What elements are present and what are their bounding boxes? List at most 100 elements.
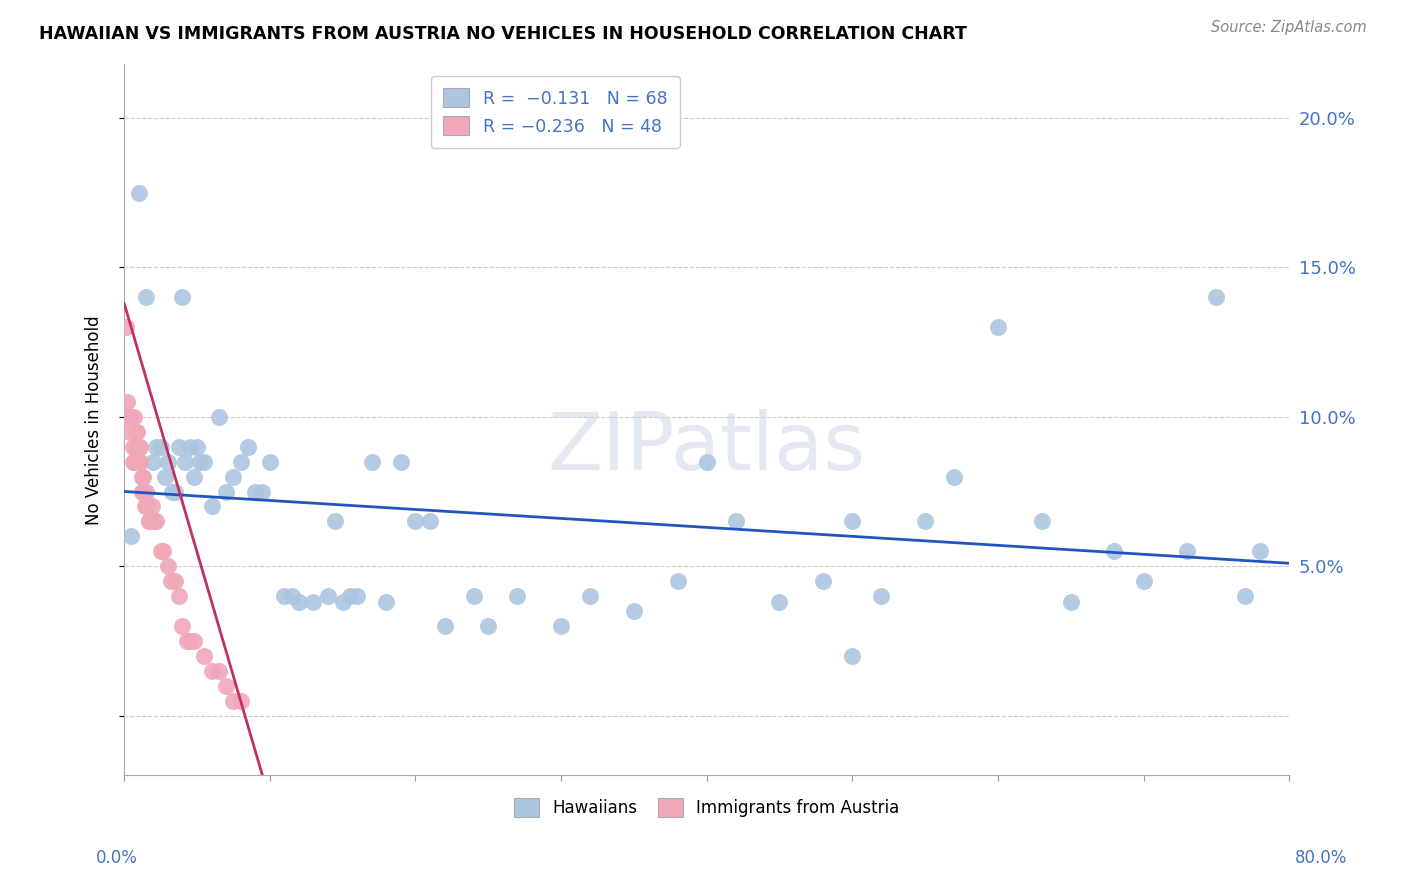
Point	[811, 574, 834, 589]
Point	[252, 484, 274, 499]
Point	[1249, 544, 1271, 558]
Point	[1104, 544, 1126, 558]
Point	[127, 425, 149, 439]
Point	[1132, 574, 1154, 589]
Point	[183, 469, 205, 483]
Y-axis label: No Vehicles in Household: No Vehicles in Household	[86, 315, 103, 524]
Point	[550, 619, 572, 633]
Text: 0.0%: 0.0%	[96, 849, 138, 867]
Point	[156, 559, 179, 574]
Point	[215, 679, 238, 693]
Point	[165, 484, 187, 499]
Point	[316, 589, 339, 603]
Point	[360, 455, 382, 469]
Point	[145, 440, 167, 454]
Point	[200, 500, 222, 514]
Point	[302, 595, 325, 609]
Point	[229, 694, 252, 708]
Point	[118, 425, 141, 439]
Point	[193, 455, 215, 469]
Point	[172, 290, 194, 304]
Point	[139, 515, 162, 529]
Point	[1031, 515, 1053, 529]
Point	[115, 394, 138, 409]
Point	[124, 455, 146, 469]
Point	[153, 469, 176, 483]
Point	[129, 440, 152, 454]
Point	[288, 595, 311, 609]
Point	[245, 484, 267, 499]
Point	[914, 515, 936, 529]
Point	[375, 595, 398, 609]
Point	[120, 409, 142, 424]
Point	[208, 409, 231, 424]
Point	[122, 440, 145, 454]
Point	[135, 500, 157, 514]
Point	[122, 455, 145, 469]
Point	[117, 409, 139, 424]
Point	[188, 455, 211, 469]
Text: 80.0%: 80.0%	[1295, 849, 1347, 867]
Point	[1175, 544, 1198, 558]
Point	[229, 455, 252, 469]
Point	[870, 589, 893, 603]
Point	[132, 469, 155, 483]
Point	[404, 515, 426, 529]
Point	[433, 619, 456, 633]
Point	[159, 574, 181, 589]
Point	[138, 515, 160, 529]
Point	[1205, 290, 1227, 304]
Point	[114, 320, 136, 334]
Point	[943, 469, 966, 483]
Point	[128, 455, 150, 469]
Point	[1234, 589, 1257, 603]
Point	[346, 589, 368, 603]
Point	[179, 634, 201, 648]
Point	[138, 515, 160, 529]
Point	[172, 619, 194, 633]
Point	[169, 589, 191, 603]
Legend: Hawaiians, Immigrants from Austria: Hawaiians, Immigrants from Austria	[506, 790, 907, 825]
Point	[222, 469, 245, 483]
Point	[135, 290, 157, 304]
Point	[165, 574, 187, 589]
Point	[141, 500, 163, 514]
Point	[169, 440, 191, 454]
Point	[339, 589, 361, 603]
Text: Source: ZipAtlas.com: Source: ZipAtlas.com	[1211, 20, 1367, 35]
Point	[623, 604, 645, 618]
Point	[136, 500, 159, 514]
Point	[176, 634, 198, 648]
Point	[124, 409, 146, 424]
Point	[200, 664, 222, 678]
Point	[186, 440, 208, 454]
Point	[149, 544, 172, 558]
Text: HAWAIIAN VS IMMIGRANTS FROM AUSTRIA NO VEHICLES IN HOUSEHOLD CORRELATION CHART: HAWAIIAN VS IMMIGRANTS FROM AUSTRIA NO V…	[39, 25, 967, 43]
Point	[134, 500, 156, 514]
Point	[477, 619, 499, 633]
Point	[179, 440, 201, 454]
Point	[149, 440, 172, 454]
Point	[419, 515, 441, 529]
Point	[145, 515, 167, 529]
Point	[152, 544, 174, 558]
Point	[259, 455, 281, 469]
Point	[236, 440, 259, 454]
Point	[987, 320, 1010, 334]
Point	[128, 186, 150, 200]
Point	[768, 595, 790, 609]
Point	[841, 515, 863, 529]
Point	[389, 455, 412, 469]
Point	[143, 515, 166, 529]
Point	[131, 469, 153, 483]
Point	[127, 440, 149, 454]
Point	[183, 634, 205, 648]
Point	[193, 648, 215, 663]
Point	[129, 455, 152, 469]
Point	[332, 595, 354, 609]
Point	[506, 589, 529, 603]
Point	[132, 484, 155, 499]
Point	[666, 574, 689, 589]
Point	[273, 589, 295, 603]
Point	[1060, 595, 1083, 609]
